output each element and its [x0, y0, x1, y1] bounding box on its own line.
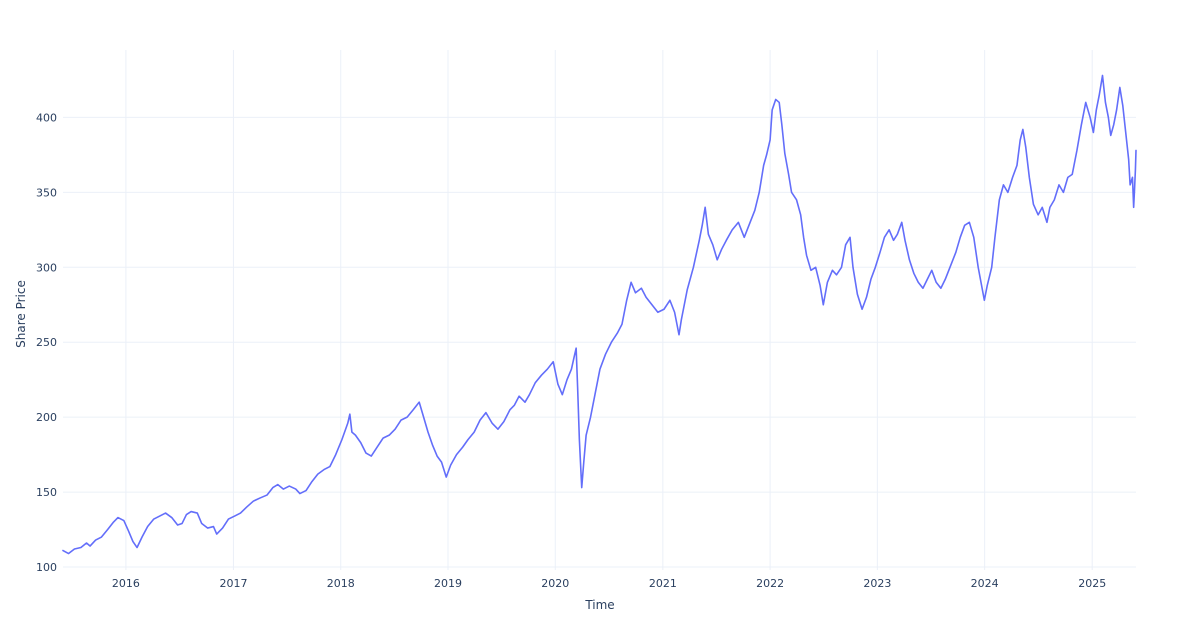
x-tick-label: 2022: [756, 577, 784, 590]
x-tick-label: 2016: [112, 577, 140, 590]
y-tick-label: 200: [36, 411, 57, 424]
x-tick-label: 2025: [1078, 577, 1106, 590]
y-tick-label: 100: [36, 561, 57, 574]
x-axis-ticks: 2016 2017 2018 2019 2020 2021 2022 2023 2024 2025: [112, 577, 1106, 590]
y-axis-ticks: 100 150 200 250 300 350 400: [36, 111, 57, 574]
y-tick-label: 150: [36, 486, 57, 499]
y-tick-label: 350: [36, 186, 57, 199]
y-axis-title: Share Price: [14, 280, 28, 348]
y-tick-label: 250: [36, 336, 57, 349]
x-axis-title: Time: [584, 598, 614, 612]
series-line: [62, 74, 1137, 555]
x-tick-label: 2018: [327, 577, 355, 590]
x-tick-label: 2024: [971, 577, 999, 590]
x-tick-label: 2021: [649, 577, 677, 590]
y-tick-label: 300: [36, 261, 57, 274]
x-tick-label: 2019: [434, 577, 462, 590]
grid: [63, 50, 1136, 570]
y-tick-label: 400: [36, 111, 57, 124]
series-layer: [62, 74, 1137, 555]
x-tick-label: 2017: [219, 577, 247, 590]
x-tick-label: 2023: [863, 577, 891, 590]
x-tick-label: 2020: [541, 577, 569, 590]
